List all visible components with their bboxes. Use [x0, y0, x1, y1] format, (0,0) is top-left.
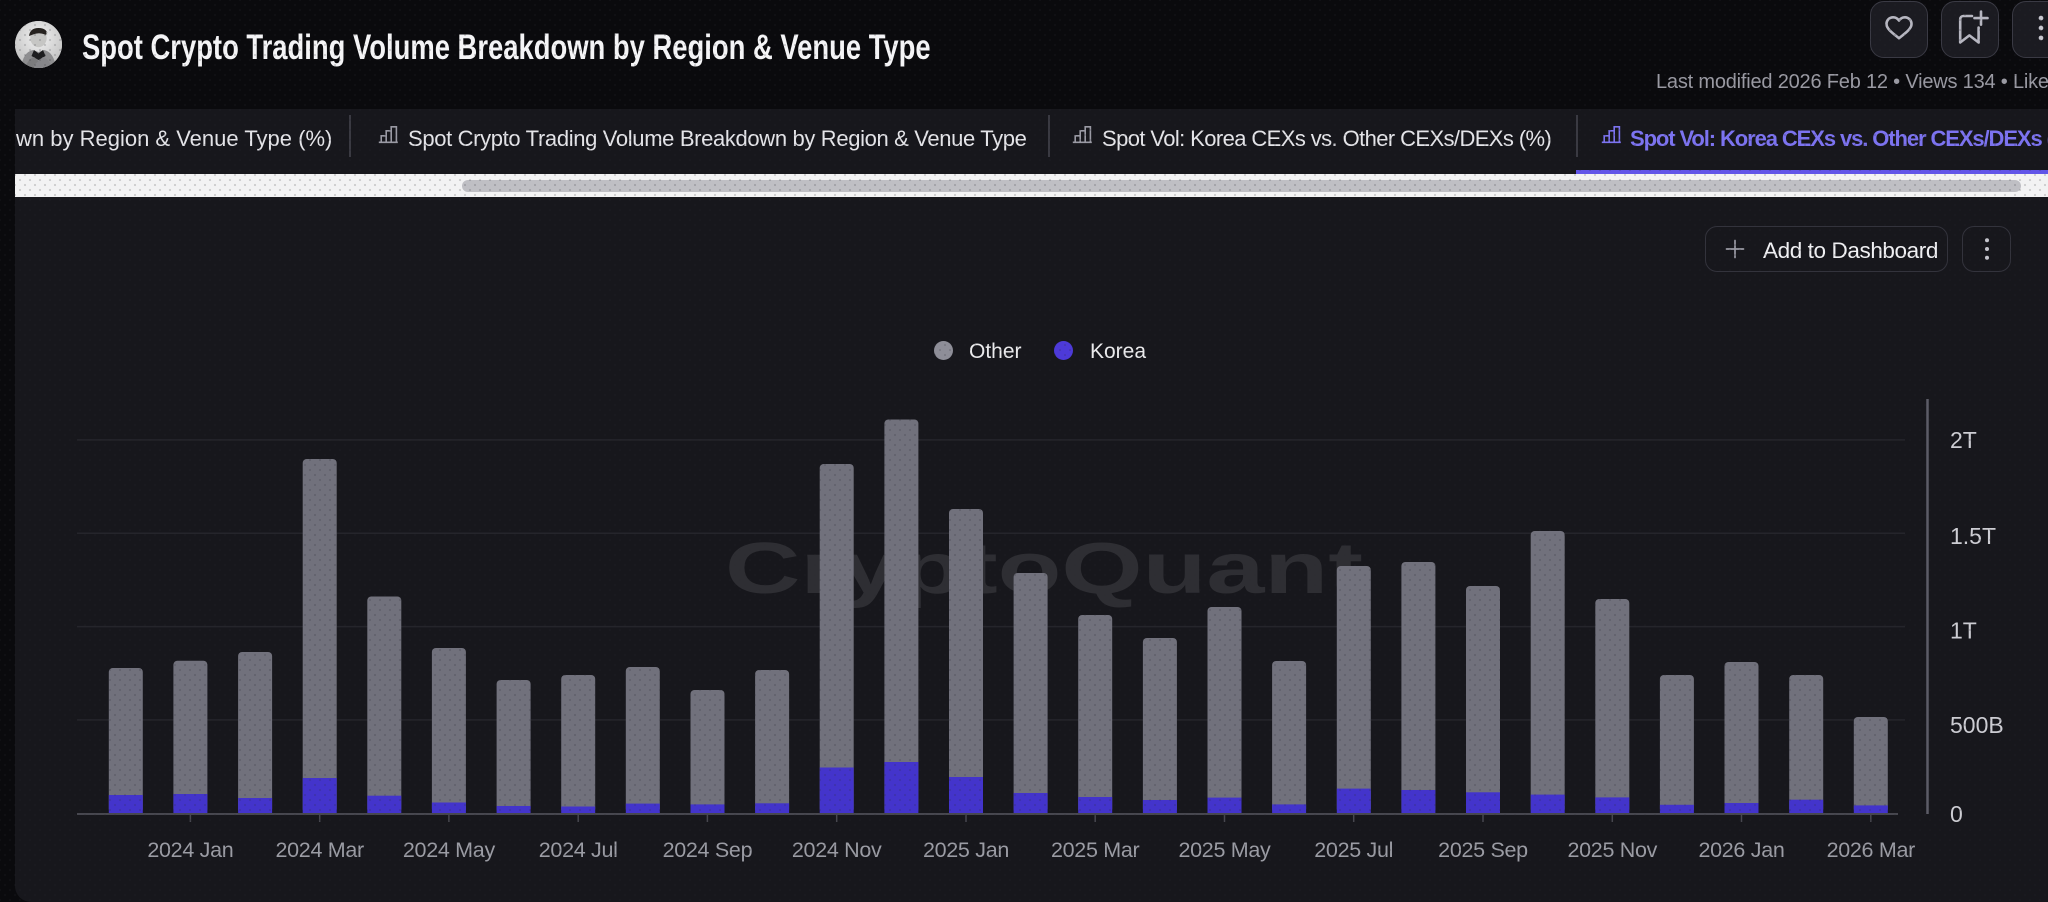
svg-text:2025 Sep: 2025 Sep	[1438, 838, 1528, 862]
svg-text:2024 Nov: 2024 Nov	[792, 838, 882, 862]
svg-text:2026 Jan: 2026 Jan	[1698, 838, 1784, 862]
svg-text:2024 Sep: 2024 Sep	[663, 838, 753, 862]
svg-text:500B: 500B	[1950, 712, 2004, 738]
svg-text:1.5T: 1.5T	[1950, 523, 1996, 549]
svg-text:0: 0	[1950, 801, 1963, 827]
svg-text:2024 May: 2024 May	[403, 838, 496, 862]
svg-text:2T: 2T	[1950, 427, 1977, 453]
svg-text:2024 Jul: 2024 Jul	[539, 838, 618, 862]
svg-text:2026 Mar: 2026 Mar	[1827, 838, 1916, 862]
svg-text:2025 Mar: 2025 Mar	[1051, 838, 1140, 862]
svg-text:1T: 1T	[1950, 618, 1977, 644]
svg-text:2024 Mar: 2024 Mar	[275, 838, 364, 862]
svg-text:2024 Jan: 2024 Jan	[147, 838, 233, 862]
svg-text:2025 May: 2025 May	[1178, 838, 1271, 862]
svg-text:2025 Jul: 2025 Jul	[1314, 838, 1393, 862]
svg-text:2025 Nov: 2025 Nov	[1567, 838, 1657, 862]
svg-text:2025 Jan: 2025 Jan	[923, 838, 1009, 862]
